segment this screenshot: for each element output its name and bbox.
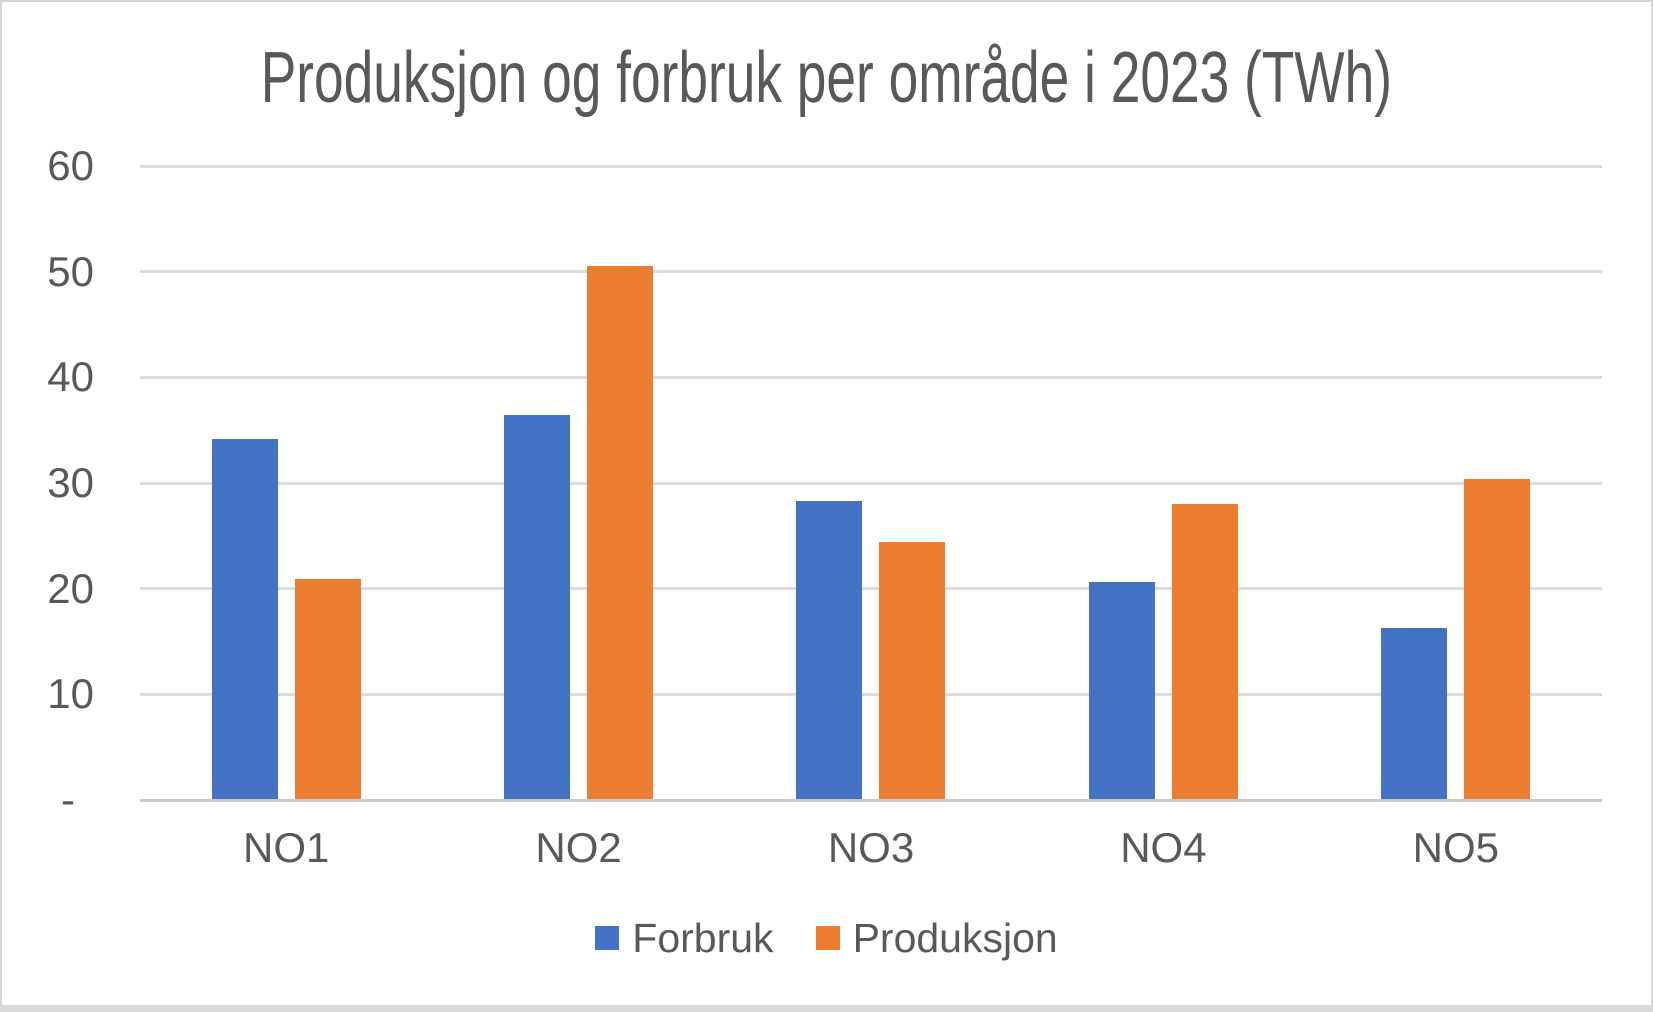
y-tick-label-10: 10 [47, 670, 94, 718]
x-axis-line [140, 798, 1602, 802]
gridline-20 [140, 587, 1602, 591]
bar-group-no5 [1310, 166, 1602, 800]
y-tick-label-30: 30 [47, 459, 94, 506]
x-tick-label-no5: NO5 [1412, 824, 1499, 871]
legend-label-produksjon: Produksjon [852, 915, 1058, 961]
y-axis-labels: 60 50 40 30 20 10 - [2, 2, 94, 1005]
forbruk-bar-no2 [504, 415, 571, 800]
x-axis-labels: NO1 NO2 NO3 NO4 NO5 [140, 824, 1602, 876]
y-tick-label-20: 20 [47, 564, 94, 612]
gridline-10 [140, 692, 1602, 696]
y-tick-label-50: 50 [47, 247, 94, 295]
y-tick-label-60: 60 [47, 142, 94, 189]
gridline-40 [140, 375, 1602, 379]
forbruk-bar-no5 [1381, 627, 1448, 800]
gridline-30 [140, 481, 1602, 485]
bar-group-no2 [432, 166, 724, 800]
bar-group-no3 [725, 166, 1017, 800]
y-tick-label-40: 40 [47, 353, 94, 401]
forbruk-bar-no1 [211, 438, 278, 800]
plot-area [140, 164, 1602, 802]
x-tick-label-no1: NO1 [243, 824, 330, 871]
chart-title: Produksjon og forbruk per område i 2023 … [2, 32, 1651, 124]
legend-item-produksjon: Produksjon [815, 914, 1058, 962]
forbruk-bar-no3 [796, 500, 863, 800]
legend-label-forbruk: Forbruk [632, 915, 774, 961]
gridline-60 [140, 164, 1602, 168]
chart-title-text: Produksjon og forbruk per område i 2023 … [260, 38, 1393, 118]
legend-swatch-produksjon [815, 926, 840, 950]
legend-swatch-forbruk [595, 926, 620, 950]
produksjon-bar-no4 [1171, 504, 1238, 800]
x-tick-label-no4: NO4 [1120, 824, 1207, 871]
gridline-50 [140, 270, 1602, 274]
legend: Forbruk Produksjon [2, 914, 1651, 962]
x-tick-label-no2: NO2 [535, 824, 622, 871]
y-tick-label-zero: - [61, 776, 75, 823]
produksjon-bar-no5 [1464, 478, 1531, 800]
bar-group-no1 [140, 166, 432, 800]
legend-item-forbruk: Forbruk [595, 914, 774, 962]
produksjon-bar-no2 [587, 266, 654, 800]
forbruk-bar-no4 [1088, 582, 1155, 800]
produksjon-bar-no3 [879, 542, 946, 800]
x-tick-label-no3: NO3 [827, 824, 915, 871]
bar-group-no4 [1017, 166, 1309, 800]
produksjon-bar-no1 [294, 579, 361, 800]
